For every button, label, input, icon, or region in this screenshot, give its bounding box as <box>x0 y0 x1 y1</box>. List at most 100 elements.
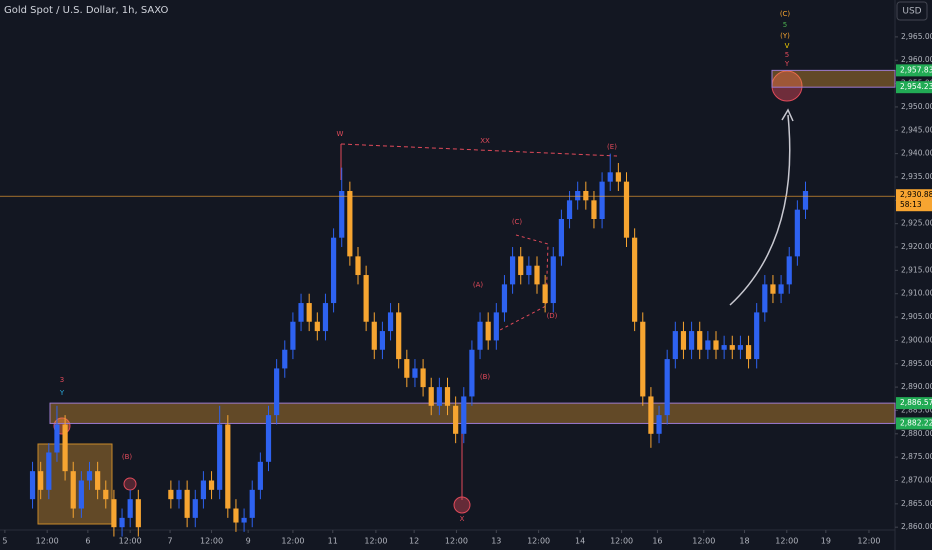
y-tick-label: 2,950.00 <box>901 102 932 111</box>
candle-body <box>420 368 426 388</box>
candle-body <box>754 312 760 360</box>
level-label: 2,954.23 <box>900 82 932 91</box>
annotation: (C) <box>512 218 523 226</box>
candle-body <box>713 340 719 350</box>
annotation: XX <box>480 137 490 145</box>
y-tick-label: 2,910.00 <box>901 289 932 298</box>
x-tick-label: 12:00 <box>281 537 304 546</box>
candle-body <box>680 331 687 350</box>
candle-body <box>436 387 442 406</box>
candle-body <box>70 471 76 509</box>
candle-body <box>762 284 768 313</box>
candle-body <box>697 331 703 350</box>
candle-body <box>387 312 394 332</box>
x-tick-label: 6 <box>85 537 90 546</box>
y-tick-label: 2,935.00 <box>901 172 932 181</box>
candle-body <box>802 190 809 210</box>
candle-body <box>469 349 475 397</box>
x-tick-label: 18 <box>739 537 749 546</box>
candle-body <box>355 256 361 276</box>
candle-body <box>119 517 125 528</box>
candle-body <box>54 424 60 453</box>
annotation: Y <box>784 60 790 68</box>
candle-body <box>396 312 402 360</box>
candle-body <box>477 321 483 350</box>
y-tick-label: 2,920.00 <box>901 242 932 251</box>
annotation: W <box>337 130 344 138</box>
candle-body <box>233 508 239 523</box>
annotation: (Y) <box>780 32 790 40</box>
candle-body <box>412 368 418 378</box>
level-tag <box>896 64 932 77</box>
symbol-title: Gold Spot / U.S. Dollar, 1h, SAXO <box>4 5 168 16</box>
candle-body <box>770 284 776 294</box>
candle-body <box>200 480 207 500</box>
annotation: 5 <box>785 51 789 59</box>
annotation: (A) <box>473 281 484 289</box>
y-tick-label: 2,940.00 <box>901 149 932 158</box>
y-tick-label: 2,905.00 <box>901 312 932 321</box>
currency[interactable]: USD <box>902 7 921 17</box>
candle-body <box>78 480 84 509</box>
annotation: V <box>785 42 790 50</box>
candle-body <box>29 471 36 500</box>
y-tick-label: 2,925.00 <box>901 219 932 228</box>
candle-body <box>208 480 215 490</box>
candle-body <box>591 200 597 220</box>
y-tick-label: 2,890.00 <box>901 382 932 391</box>
candle-body <box>184 489 190 518</box>
candle-body <box>558 219 565 257</box>
candle-body <box>290 321 296 350</box>
x-tick-label: 12:00 <box>527 537 550 546</box>
price-label: 2,930.88 <box>900 190 932 199</box>
annotation: (B) <box>480 373 491 381</box>
candle-body <box>672 331 678 360</box>
candle-body <box>485 321 491 341</box>
x-tick-label: 14 <box>575 537 585 546</box>
candle-body <box>428 387 434 406</box>
x-tick-label: 7 <box>168 537 173 546</box>
candle-body <box>322 303 329 332</box>
candle-body <box>453 405 459 434</box>
candle-body <box>38 471 44 490</box>
zone <box>771 69 896 88</box>
candle-body <box>298 303 304 322</box>
candle-body <box>583 190 589 201</box>
candle-body <box>103 489 109 500</box>
x-tick-label: 12:00 <box>36 537 59 546</box>
decorations <box>37 70 803 525</box>
candle-body <box>632 237 638 322</box>
annotation: (C) <box>780 10 791 18</box>
candle-body <box>623 181 630 238</box>
candle-body <box>347 190 353 257</box>
y-tick-label: 2,860.00 <box>901 522 932 531</box>
candle-body <box>192 499 198 518</box>
y-tick-label: 2,880.00 <box>901 429 932 438</box>
annotation: 3 <box>60 376 64 384</box>
candle-body <box>257 461 263 490</box>
candle-body <box>778 284 784 294</box>
x-tick-label: 5 <box>2 537 7 546</box>
y-tick-label: 2,865.00 <box>901 499 932 508</box>
x-tick-label: 12:00 <box>364 537 387 546</box>
y-tick-label: 2,875.00 <box>901 452 932 461</box>
candle-body <box>656 415 662 434</box>
candle-body <box>493 312 499 341</box>
y-tick-label: 2,960.00 <box>901 55 932 64</box>
x-tick-label: 16 <box>652 537 662 546</box>
x-tick-label: 12 <box>409 537 419 546</box>
y-tick-label: 2,915.00 <box>901 265 932 274</box>
candle-body <box>688 331 695 350</box>
candle-body <box>542 284 548 304</box>
candle-body <box>794 209 800 257</box>
y-tick-label: 2,885.00 <box>901 405 932 414</box>
currency-box[interactable] <box>896 1 928 21</box>
x-tick-label: 9 <box>246 537 251 546</box>
candle-body <box>599 181 605 220</box>
circle <box>123 477 137 491</box>
candle-body <box>86 471 93 481</box>
y-tick-label: 2,870.00 <box>901 476 932 485</box>
candle-body <box>534 265 540 285</box>
candle-body <box>217 424 223 490</box>
